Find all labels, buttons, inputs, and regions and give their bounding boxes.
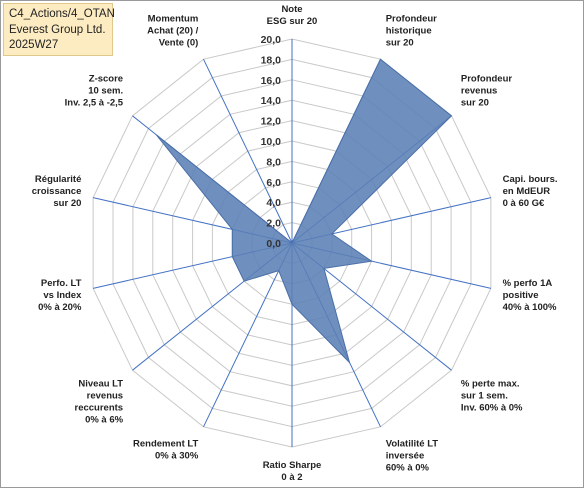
title-line-week: 2025W27	[9, 39, 59, 51]
axis-label-line: 0% à 30%	[155, 451, 199, 462]
axis-label: Note ESG sur 20	[267, 4, 318, 27]
axis-label-line: Achat (20) /	[147, 25, 199, 36]
axis-label-line: Z-score	[89, 73, 123, 84]
axis-label-line: 0% à 20%	[38, 302, 82, 313]
axis-label-line: positive	[503, 290, 539, 301]
axis-label-line: revenus	[87, 391, 123, 402]
axis-label-line: 0 à 60 G€	[503, 198, 545, 209]
axis-label-line: 60% à 0%	[386, 463, 430, 474]
tick-label: 2,0	[266, 218, 281, 230]
axis-labels: Note ESG sur 20 Profondeur historique sur 20…	[32, 4, 558, 483]
tick-label: 10,0	[261, 136, 282, 148]
radar-series	[156, 58, 453, 365]
axis-spoke	[203, 242, 293, 428]
axis-label-line: inversée	[386, 451, 425, 462]
axis-label-line: vs Index	[43, 290, 82, 301]
axis-label: Volatilité LT inversée 60% à 0%	[386, 439, 439, 474]
axis-label: Z-score 10 sem. Inv. 2,5 à -2,5	[65, 73, 124, 108]
tick-label: 20,0	[261, 34, 282, 46]
axis-label-line: ESG sur 20	[267, 16, 318, 27]
title-line-portfolio: C4_Actions/4_OTAN	[9, 8, 115, 20]
axis-label-line: historique	[386, 25, 432, 36]
axis-label: Ratio Sharpe 0 à 2	[263, 460, 322, 483]
axis-label-line: 10 sem.	[88, 85, 123, 96]
axis-label-line: % perfo 1A	[503, 278, 553, 289]
axis-label-line: 0 à 2	[281, 472, 302, 483]
axis-label-line: % perte max.	[461, 379, 520, 390]
axis-label-line: 40% à 100%	[503, 302, 557, 313]
tick-label: 8,0	[266, 156, 281, 168]
axis-label-line: Capi. bours.	[503, 174, 558, 185]
chart-title-box: C4_Actions/4_OTAN Everest Group Ltd. 202…	[3, 3, 115, 56]
axis-label-line: revenus	[461, 85, 497, 96]
axis-label-line: Volatilité LT	[386, 439, 439, 450]
axis-label: % perfo 1A positive 40% à 100%	[503, 278, 557, 313]
axis-label-line: Profondeur	[386, 13, 437, 24]
axis-label-line: sur 20	[461, 97, 489, 108]
tick-label: 12,0	[261, 116, 282, 128]
axis-label: Régularité croissance sur 20	[32, 174, 82, 209]
axis-label-line: reccurents	[75, 403, 124, 414]
axis-label: Niveau LT revenus reccurents 0% à 6%	[75, 379, 124, 426]
axis-label: Momentum Achat (20) / Vente (0)	[147, 13, 199, 48]
axis-label: Capi. bours. en MdEUR 0 à 60 G€	[503, 174, 558, 209]
axis-label-line: Régularité	[35, 174, 81, 185]
axis-label-line: Inv. 2,5 à -2,5	[65, 97, 124, 108]
axis-label-line: sur 20	[53, 198, 81, 209]
axis-label: Rendement LT 0% à 30%	[133, 439, 199, 462]
axis-label-line: en MdEUR	[503, 186, 551, 197]
axis-label-line: 0% à 6%	[85, 415, 124, 426]
tick-label: 14,0	[261, 95, 282, 107]
axis-label-line: Profondeur	[461, 73, 512, 84]
axis-label-line: sur 20	[386, 37, 414, 48]
axis-label-line: Note	[281, 4, 302, 15]
series-area	[156, 58, 453, 365]
axis-label-line: Vente (0)	[159, 37, 199, 48]
tick-label: 6,0	[266, 177, 281, 189]
axis-label: Profondeur revenus sur 20	[461, 73, 512, 108]
axis-label: Profondeur historique sur 20	[386, 13, 437, 48]
radial-tick-labels: 0,0 2,0 4,0 6,0 8,0 10,0 12,0 14,0 16,0 18,0 20,0	[261, 34, 282, 250]
tick-label: 18,0	[261, 54, 282, 66]
axis-label-line: Rendement LT	[133, 439, 198, 450]
axis-label-line: Niveau LT	[78, 379, 123, 390]
axis-label-line: croissance	[32, 186, 82, 197]
axis-spoke	[203, 58, 293, 244]
axis-label-line: Ratio Sharpe	[263, 460, 322, 471]
title-line-company: Everest Group Ltd.	[9, 23, 106, 36]
axis-label-line: sur 1 sem.	[461, 391, 508, 402]
tick-label: 16,0	[261, 75, 282, 87]
axis-label-line: Inv. 60% à 0%	[461, 403, 523, 414]
axis-label: % perte max. sur 1 sem. Inv. 60% à 0%	[461, 379, 523, 414]
axis-label-line: Momentum	[148, 13, 199, 24]
axis-label: Perfo. LT vs Index 0% à 20%	[38, 278, 82, 313]
tick-label: 0,0	[266, 238, 281, 250]
tick-label: 4,0	[266, 197, 281, 209]
axis-label-line: Perfo. LT	[41, 278, 82, 289]
